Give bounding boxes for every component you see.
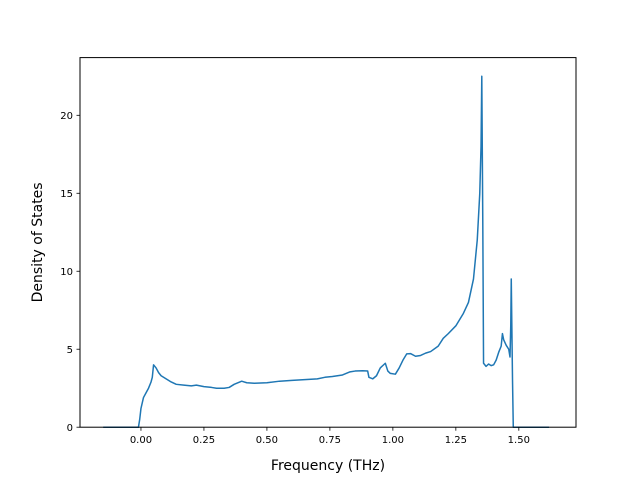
x-tick-label: 0.00 <box>130 435 152 446</box>
x-tick-label: 0.25 <box>193 435 215 446</box>
y-tick-label: 0 <box>67 423 73 434</box>
series-line-0 <box>103 75 550 428</box>
y-tick-label: 5 <box>67 345 73 356</box>
x-tick-label: 1.50 <box>508 435 530 446</box>
y-tick-label: 15 <box>60 189 73 200</box>
series-layer <box>103 75 550 428</box>
y-axis-title: Density of States <box>30 182 46 302</box>
x-tick-label: 1.25 <box>445 435 467 446</box>
x-tick-label: 1.00 <box>382 435 404 446</box>
y-tick-label: 20 <box>60 111 73 122</box>
x-tick-label: 0.50 <box>256 435 278 446</box>
x-tick-label: 0.75 <box>319 435 341 446</box>
y-tick-label: 10 <box>60 267 73 278</box>
plot-frame <box>79 57 577 428</box>
tick-layer: 0.00 0.25 0.50 0.75 1.00 1.25 1.50 0 5 10 15 20 <box>60 111 530 446</box>
x-axis-title: Frequency (THz) <box>271 458 385 474</box>
